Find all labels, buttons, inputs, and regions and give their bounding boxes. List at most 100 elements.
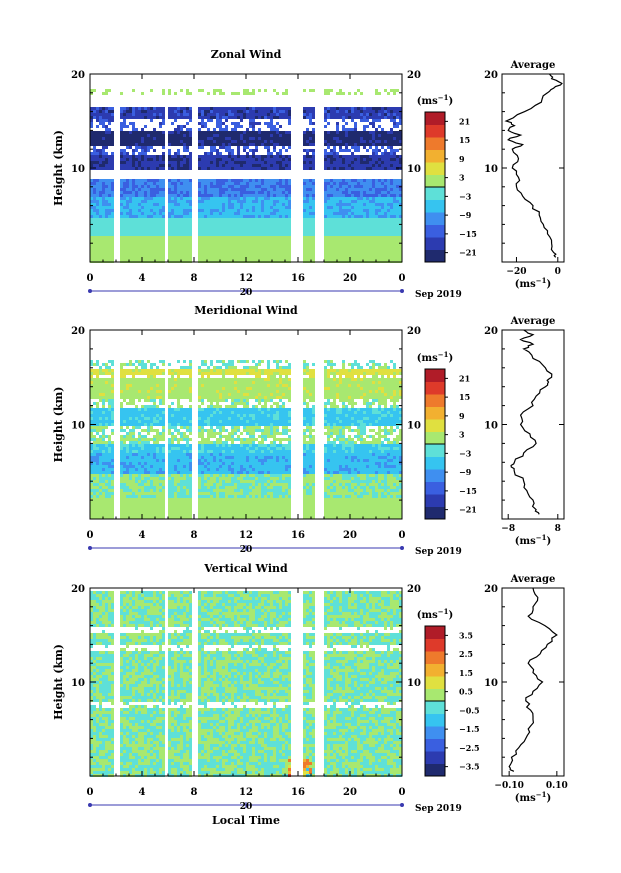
heatmap-cell (162, 137, 165, 140)
heatmap-cell (147, 200, 150, 203)
heatmap-cell (93, 438, 96, 441)
heatmap-cell (288, 107, 291, 110)
heatmap-cell (255, 257, 258, 260)
heatmap-cell (273, 233, 276, 236)
heatmap-cell (360, 140, 363, 143)
heatmap-cell (99, 450, 102, 453)
heatmap-cell (99, 462, 102, 465)
heatmap-cell (111, 372, 114, 375)
heatmap-cell (285, 239, 288, 242)
heatmap-cell (303, 116, 306, 119)
heatmap-cell (162, 191, 165, 194)
heatmap-cell (330, 167, 333, 170)
heatmap-cell (186, 197, 189, 200)
heatmap-cell (135, 218, 138, 221)
heatmap-cell (99, 137, 102, 140)
heatmap-cell (132, 125, 135, 128)
heatmap-cell (204, 164, 207, 167)
heatmap-cell (120, 236, 123, 239)
heatmap-cell (246, 134, 249, 137)
heatmap-cell (150, 119, 153, 122)
heatmap-cell (189, 137, 192, 140)
heatmap-cell (393, 185, 396, 188)
heatmap-cell (270, 215, 273, 218)
heatmap-cell (222, 209, 225, 212)
heatmap-cell (198, 215, 201, 218)
heatmap-cell (351, 215, 354, 218)
heatmap-cell (147, 215, 150, 218)
heatmap-cell (252, 149, 255, 152)
heatmap-cell (345, 242, 348, 245)
heatmap-cell (93, 194, 96, 197)
heatmap-cell (273, 113, 276, 116)
heatmap-cell (126, 185, 129, 188)
heatmap-cell (369, 245, 372, 248)
heatmap-cell (105, 366, 108, 369)
heatmap-cell (129, 516, 132, 519)
heatmap-cell (99, 486, 102, 489)
heatmap-cell (246, 92, 249, 95)
heatmap-cell (237, 152, 240, 155)
heatmap-cell (282, 206, 285, 209)
heatmap-cell (372, 236, 375, 239)
heatmap-cell (351, 197, 354, 200)
heatmap-cell (396, 242, 399, 245)
heatmap-cell (153, 188, 156, 191)
heatmap-cell (363, 113, 366, 116)
heatmap-cell (132, 501, 135, 504)
heatmap-cell (243, 206, 246, 209)
heatmap-cell (357, 251, 360, 254)
heatmap-cell (393, 221, 396, 224)
heatmap-cell (108, 387, 111, 390)
heatmap-cell (360, 92, 363, 95)
heatmap-cell (135, 158, 138, 161)
heatmap-cell (123, 384, 126, 387)
heatmap-cell (396, 164, 399, 167)
heatmap-cell (249, 239, 252, 242)
heatmap-cell (384, 200, 387, 203)
heatmap-cell (273, 215, 276, 218)
heatmap-cell (333, 152, 336, 155)
heatmap-cell (399, 209, 402, 212)
heatmap-cell (279, 215, 282, 218)
heatmap-cell (180, 179, 183, 182)
heatmap-cell (159, 248, 162, 251)
heatmap-cell (207, 221, 210, 224)
heatmap-cell (378, 203, 381, 206)
heatmap-cell (96, 230, 99, 233)
heatmap-cell (384, 245, 387, 248)
heatmap-cell (399, 251, 402, 254)
heatmap-cell (153, 182, 156, 185)
heatmap-cell (201, 209, 204, 212)
heatmap-cell (234, 212, 237, 215)
heatmap-cell (273, 146, 276, 149)
heatmap-cell (144, 137, 147, 140)
heatmap-cell (270, 131, 273, 134)
heatmap-cell (348, 215, 351, 218)
heatmap-cell (222, 194, 225, 197)
heatmap-cell (189, 227, 192, 230)
heatmap-cell (267, 203, 270, 206)
heatmap-cell (258, 140, 261, 143)
heatmap-cell (96, 462, 99, 465)
heatmap-cell (390, 131, 393, 134)
heatmap-cell (381, 221, 384, 224)
heatmap-cell (330, 236, 333, 239)
heatmap-cell (228, 227, 231, 230)
heatmap-cell (123, 107, 126, 110)
heatmap-cell (258, 230, 261, 233)
heatmap-cell (96, 480, 99, 483)
heatmap-cell (246, 215, 249, 218)
heatmap-cell (108, 110, 111, 113)
heatmap-cell (129, 212, 132, 215)
heatmap-cell (99, 465, 102, 468)
heatmap-cell (171, 242, 174, 245)
heatmap-cell (207, 203, 210, 206)
heatmap-cell (105, 474, 108, 477)
heatmap-cell (168, 155, 171, 158)
heatmap-cell (390, 251, 393, 254)
heatmap-cell (108, 366, 111, 369)
heatmap-cell (132, 107, 135, 110)
heatmap-cell (375, 140, 378, 143)
heatmap-cell (273, 149, 276, 152)
